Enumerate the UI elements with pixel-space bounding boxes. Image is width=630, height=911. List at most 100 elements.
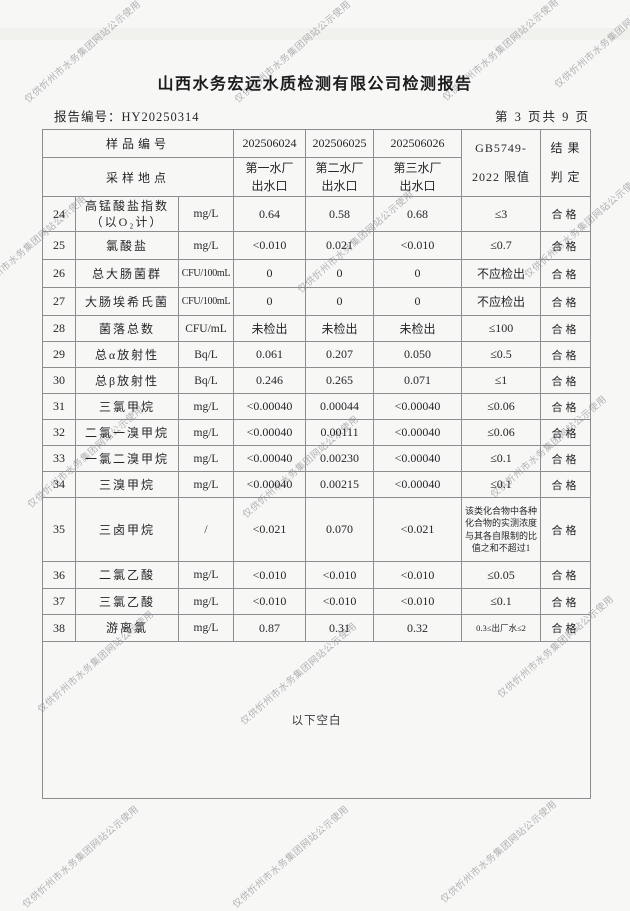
- cell-value-plant3: <0.010: [373, 561, 463, 590]
- cell-indicator-name: 二氯一溴甲烷: [75, 419, 179, 447]
- cell-value-plant2: 0.265: [305, 367, 375, 395]
- cell-result: 合格: [540, 259, 592, 289]
- cell-value-plant2: 0.021: [305, 231, 375, 261]
- cell-value-plant2: 0: [305, 287, 375, 317]
- cell-value-plant3: <0.010: [373, 231, 463, 261]
- cell-limit: ≤0.7: [461, 231, 542, 261]
- cell-value-plant2: 0.00044: [305, 393, 375, 421]
- cell-unit: mg/L: [177, 393, 235, 421]
- cell-result: 合格: [540, 445, 592, 473]
- cell-row-number: 34: [42, 471, 76, 499]
- cell-limit: ≤0.1: [461, 471, 542, 499]
- cell-result: 合格: [540, 195, 592, 233]
- cell-limit: 0.3≤出厂水≤2: [461, 614, 542, 643]
- table-header-row-2: 采样地点 第一水厂 出水口 第二水厂 出水口 第三水厂 出水口: [41, 157, 591, 197]
- cell-indicator-name: 菌落总数: [75, 315, 179, 343]
- cell-value-plant1: <0.010: [233, 561, 307, 590]
- cell-indicator-name: 三氯甲烷: [75, 393, 179, 421]
- cell-limit: ≤0.06: [461, 393, 542, 421]
- watermark: 仅供忻州市水务集团网站公示使用: [20, 803, 142, 911]
- cell-value-plant1: 0: [233, 259, 307, 289]
- cell-value-plant2: <0.010: [305, 588, 375, 616]
- cell-value-plant1: <0.010: [233, 231, 307, 261]
- cell-indicator-name: 高锰酸盐指数 （以O₂计）: [75, 195, 179, 233]
- cell-limit: ≤1: [461, 367, 542, 395]
- table-row: 29 总α放射性 Bq/L 0.061 0.207 0.050 ≤0.5 合格: [42, 341, 592, 369]
- report-meta-row: 报告编号：HY20250314 第 3 页共 9 页: [42, 106, 590, 125]
- cell-value-plant3: <0.00040: [373, 445, 463, 473]
- cell-limit: ≤0.1: [461, 445, 542, 473]
- cell-value-plant2: 0.00215: [305, 471, 375, 499]
- cell-unit: mg/L: [177, 419, 235, 447]
- cell-row-number: 24: [42, 195, 76, 233]
- header-sample-id-2: 202506025: [305, 129, 375, 158]
- cell-row-number: 26: [42, 259, 76, 289]
- cell-indicator-name: 二氯乙酸: [75, 561, 179, 590]
- cell-value-plant2: 未检出: [305, 315, 375, 343]
- cell-result: 合格: [540, 393, 592, 421]
- cell-value-plant3: 0.071: [373, 367, 463, 395]
- cell-value-plant1: <0.00040: [233, 393, 307, 421]
- table-row: 34 三溴甲烷 mg/L <0.00040 0.00215 <0.00040 ≤…: [42, 471, 592, 499]
- cell-limit: ≤100: [461, 315, 542, 343]
- cell-unit: Bq/L: [177, 367, 235, 395]
- cell-limit: 该类化合物中各种化合物的实测浓度与其各自限制的比值之和不超过1: [461, 497, 542, 563]
- cell-value-plant1: 0.64: [233, 195, 307, 233]
- cell-result: 合格: [540, 561, 592, 590]
- cell-indicator-name: 氯酸盐: [75, 231, 179, 261]
- cell-limit: 不应检出: [461, 287, 542, 317]
- cell-unit: mg/L: [177, 195, 235, 233]
- cell-value-plant3: 未检出: [373, 315, 463, 343]
- cell-indicator-name: 大肠埃希氏菌: [75, 287, 179, 317]
- header-result-label: 结 果 判 定: [540, 129, 592, 197]
- cell-indicator-name: 总β放射性: [75, 367, 179, 395]
- table-blank-row: 以下空白: [41, 641, 592, 800]
- table-row: 33 一氯二溴甲烷 mg/L <0.00040 0.00230 <0.00040…: [42, 445, 592, 473]
- cell-row-number: 37: [42, 588, 76, 616]
- cell-unit: mg/L: [177, 588, 235, 616]
- cell-unit: CFU/100mL: [177, 287, 235, 317]
- cell-unit: mg/L: [177, 471, 235, 499]
- cell-value-plant1: <0.00040: [233, 471, 307, 499]
- header-site-1: 第一水厂 出水口: [233, 157, 307, 197]
- cell-row-number: 35: [42, 497, 76, 563]
- header-sample-no-label: 样品编号: [41, 129, 235, 158]
- cell-unit: mg/L: [177, 445, 235, 473]
- cell-value-plant3: <0.00040: [373, 419, 463, 447]
- cell-limit: ≤0.5: [461, 341, 542, 369]
- cell-value-plant1: 未检出: [233, 315, 307, 343]
- cell-indicator-name: 三氯乙酸: [75, 588, 179, 616]
- blank-below-note: 以下空白: [41, 641, 592, 800]
- cell-row-number: 27: [42, 287, 76, 317]
- cell-result: 合格: [540, 287, 592, 317]
- cell-indicator-name: 三卤甲烷: [75, 497, 179, 563]
- table-row: 32 二氯一溴甲烷 mg/L <0.00040 0.00111 <0.00040…: [42, 419, 592, 447]
- cell-row-number: 33: [42, 445, 76, 473]
- cell-unit: mg/L: [177, 614, 235, 643]
- header-sample-id-3: 202506026: [373, 129, 463, 158]
- table-row: 38 游离氯 mg/L 0.87 0.31 0.32 0.3≤出厂水≤2 合格: [42, 614, 592, 643]
- cell-result: 合格: [540, 341, 592, 369]
- cell-unit: /: [177, 497, 235, 563]
- cell-row-number: 29: [42, 341, 76, 369]
- cell-unit: CFU/mL: [177, 315, 235, 343]
- cell-row-number: 25: [42, 231, 76, 261]
- table-row: 36 二氯乙酸 mg/L <0.010 <0.010 <0.010 ≤0.05 …: [42, 561, 592, 590]
- header-limit-label: GB5749- 2022 限值: [461, 129, 542, 197]
- cell-value-plant2: <0.010: [305, 561, 375, 590]
- cell-value-plant3: 0: [373, 287, 463, 317]
- cell-value-plant3: 0.32: [373, 614, 463, 643]
- cell-row-number: 31: [42, 393, 76, 421]
- cell-value-plant3: 0: [373, 259, 463, 289]
- cell-value-plant1: 0: [233, 287, 307, 317]
- header-sample-id-1: 202506024: [233, 129, 307, 158]
- cell-row-number: 32: [42, 419, 76, 447]
- cell-indicator-name: 总大肠菌群: [75, 259, 179, 289]
- cell-value-plant2: 0.207: [305, 341, 375, 369]
- cell-value-plant2: 0: [305, 259, 375, 289]
- cell-value-plant1: <0.021: [233, 497, 307, 563]
- table-row: 35 三卤甲烷 / <0.021 0.070 <0.021 该类化合物中各种化合…: [42, 497, 592, 563]
- cell-value-plant1: <0.00040: [233, 419, 307, 447]
- cell-value-plant3: <0.021: [373, 497, 463, 563]
- table-row: 27 大肠埃希氏菌 CFU/100mL 0 0 0 不应检出 合格: [42, 287, 592, 317]
